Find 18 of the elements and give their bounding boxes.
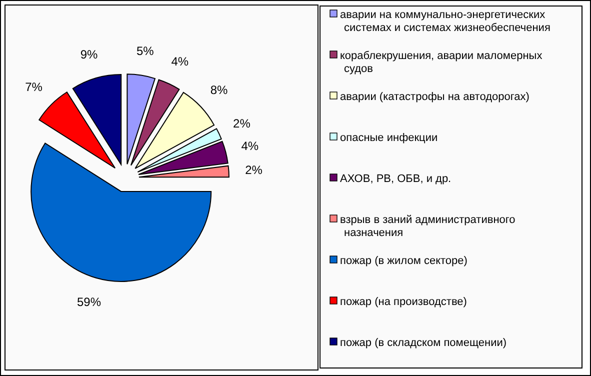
legend-label: аварии (катастрофы на автодорогах) — [340, 90, 530, 103]
legend-label: взрыв в заний административного назначения — [340, 214, 516, 240]
data-label: 5% — [136, 44, 154, 58]
data-label: 59% — [76, 295, 102, 310]
legend-label: пожар (в жилом секторе) — [340, 254, 468, 267]
data-label: 2% — [233, 116, 251, 130]
data-label: 9% — [80, 47, 98, 62]
legend-label: пожар (на производстве) — [340, 296, 467, 308]
legend-label: аварии на коммунально-энергетических системах и системах жизнеобеспечения — [340, 8, 550, 34]
data-label: 4% — [171, 54, 189, 68]
data-label: 4% — [241, 139, 259, 154]
data-label: 8% — [210, 82, 228, 97]
legend-label: пожар (в складском помещении) — [340, 336, 507, 349]
legend-label: опасные инфекции — [340, 132, 438, 144]
data-label: 7% — [25, 80, 43, 94]
data-label: 2% — [245, 163, 263, 178]
legend-label: АХОВ, РВ, ОБВ, и др. — [340, 172, 452, 185]
legend-label: кораблекрушения, аварии маломерных судов — [340, 50, 543, 76]
